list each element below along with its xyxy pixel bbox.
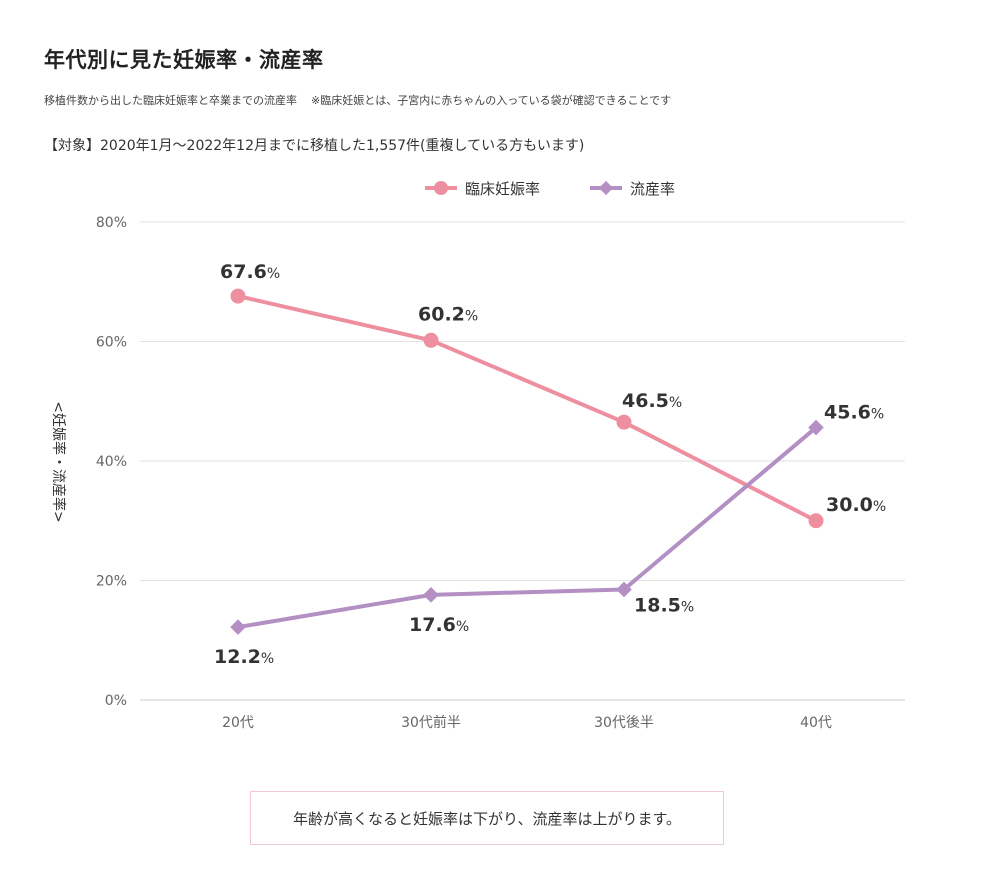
- grid-lines: [140, 221, 905, 701]
- legend: 臨床妊娠率 流産率: [425, 180, 675, 198]
- x-tick-label: 30代前半: [401, 714, 461, 731]
- data-label: 67.6%: [220, 261, 280, 283]
- series: [230, 288, 824, 635]
- data-label: 17.6%: [409, 614, 469, 636]
- legend-marker-circle: [434, 181, 448, 195]
- data-label-unit: %: [261, 651, 274, 667]
- chart-title: 年代別に見た妊娠率・流産率: [44, 48, 324, 72]
- y-tick-label: 0%: [105, 693, 127, 709]
- line-chart: 0%20%40%60%80%20代 30代前半 30代後半 40代<妊娠率・流産率> …: [50, 180, 905, 731]
- data-label: 18.5%: [634, 594, 694, 616]
- data-label-unit: %: [465, 308, 478, 324]
- series-line-pregnancy: [237, 294, 817, 523]
- data-labels: 67.6%60.2%46.5%30.0%12.2%17.6%18.5%45.6%: [214, 261, 886, 668]
- series-line-miscarriage: [237, 426, 818, 630]
- summary-text: 年齢が高くなると妊娠率は下がり、流産率は上がります。: [293, 809, 681, 828]
- legend-marker-diamond: [598, 180, 614, 196]
- data-label-value: 30.0: [826, 494, 873, 516]
- data-label-unit: %: [871, 407, 884, 423]
- data-label-unit: %: [681, 599, 694, 615]
- data-label: 46.5%: [622, 390, 682, 412]
- legend-label: 臨床妊娠率: [465, 180, 540, 198]
- y-tick-label: 40%: [96, 454, 127, 470]
- y-tick-label: 60%: [96, 335, 127, 351]
- data-label-unit: %: [456, 619, 469, 635]
- x-tick-label: 30代後半: [594, 715, 654, 731]
- data-point: [423, 587, 439, 603]
- data-label: 60.2%: [418, 303, 478, 325]
- data-point: [616, 414, 632, 430]
- data-label-unit: %: [267, 266, 280, 282]
- y-axis-label: <妊娠率・流産率>: [50, 401, 67, 522]
- data-point: [230, 288, 246, 304]
- legend-label: 流産率: [630, 180, 675, 198]
- data-label-value: 67.6: [220, 261, 267, 283]
- data-label: 30.0%: [826, 494, 886, 516]
- target-note: 【対象】2020年1月〜2022年12月までに移植した1,557件(重複している…: [44, 138, 585, 154]
- data-point: [808, 513, 824, 529]
- data-point: [230, 619, 246, 635]
- summary-box: 年齢が高くなると妊娠率は下がり、流産率は上がります。: [250, 791, 724, 845]
- data-label-value: 46.5: [622, 390, 669, 412]
- x-tick-label: 40代: [800, 715, 832, 731]
- data-label-value: 45.6: [824, 402, 871, 424]
- y-tick-label: 20%: [96, 574, 127, 590]
- data-point: [423, 332, 439, 348]
- data-label-value: 18.5: [634, 594, 681, 616]
- y-tick-label: 80%: [96, 215, 127, 231]
- data-label-value: 17.6: [409, 614, 456, 636]
- axes: 0% 20% 40% 60% 80% 20代 30代前半 30代後半 40代 <妊娠率・流産率>: [50, 215, 832, 731]
- data-label-unit: %: [669, 395, 682, 411]
- x-tick-label: 20代: [222, 715, 254, 731]
- data-label-value: 60.2: [418, 303, 465, 325]
- subtitle-text: 移植件数から出した臨床妊娠率と卒業までの流産率: [44, 94, 297, 107]
- subtitle-footnote: ※臨床妊娠とは、子宮内に赤ちゃんの入っている袋が確認できることです: [311, 94, 672, 107]
- data-label-value: 12.2: [214, 646, 261, 668]
- chart-subtitle: 移植件数から出した臨床妊娠率と卒業までの流産率 ※臨床妊娠とは、子宮内に赤ちゃんの…: [44, 92, 671, 108]
- data-label: 45.6%: [824, 402, 884, 424]
- data-label: 12.2%: [214, 646, 274, 668]
- data-point: [616, 581, 632, 598]
- data-label-unit: %: [873, 499, 886, 515]
